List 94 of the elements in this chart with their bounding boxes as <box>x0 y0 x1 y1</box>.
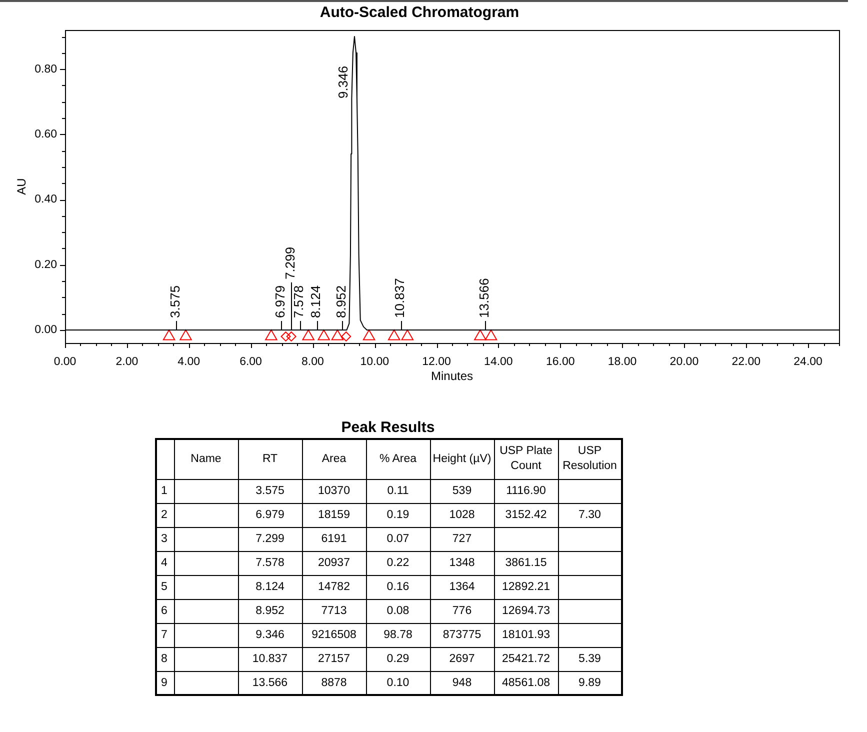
y-tick-label: 5 <box>156 575 174 599</box>
annotation: 10.837 <box>392 278 408 318</box>
y-tick-label: 6 <box>156 599 174 623</box>
y-tick-label: 0.60 <box>34 128 57 141</box>
data-label: 48561.08 <box>494 671 558 695</box>
data-label: 0.07 <box>366 527 430 551</box>
data-label: 3152.42 <box>494 503 558 527</box>
data-label: 6.979 <box>238 503 302 527</box>
y-axis-title: AU <box>14 178 29 195</box>
data-label: 7713 <box>302 599 366 623</box>
annotation: 3.575 <box>167 285 182 318</box>
annotation: 7.578 <box>291 285 306 318</box>
data-label: 0.10 <box>366 671 430 695</box>
data-label: 1116.90 <box>494 479 558 503</box>
data-label: 6191 <box>302 527 366 551</box>
chart-title: Peak Results <box>340 418 436 438</box>
x-tick-label: Name <box>174 439 238 479</box>
data-label: 0.29 <box>366 647 430 671</box>
data-label: 9216508 <box>302 623 366 647</box>
y-tick-label: 7 <box>156 623 174 647</box>
x-tick-label: RT <box>238 439 302 479</box>
data-label: 3.575 <box>238 479 302 503</box>
annotation: 8.952 <box>334 285 349 318</box>
y-tick-label: 4 <box>156 551 174 575</box>
x-tick-label: 18.00 <box>608 356 637 368</box>
data-label: 873775 <box>430 623 494 647</box>
y-tick-label: 0.00 <box>34 324 57 336</box>
y-tick-label: 0.80 <box>34 63 57 76</box>
data-label: 13.566 <box>238 671 302 695</box>
x-tick-label: 10.00 <box>360 356 389 368</box>
x-tick-label: 16.00 <box>546 356 575 368</box>
x-tick-label: Area <box>302 439 366 479</box>
x-tick-label: 14.00 <box>484 356 513 368</box>
x-axis-title: Minutes <box>430 369 474 384</box>
annotation: 6.979 <box>272 285 288 318</box>
data-label: 9.89 <box>558 671 622 695</box>
data-label: 0.08 <box>366 599 430 623</box>
annotation: 7.299 <box>282 246 298 280</box>
x-tick-label: USP Resolution <box>558 439 622 479</box>
data-label: 12694.73 <box>494 599 558 623</box>
annotation: 9.346 <box>335 66 350 98</box>
data-label: 727 <box>430 527 494 551</box>
x-tick-label: 4.00 <box>178 356 200 368</box>
data-label: 1348 <box>430 551 494 575</box>
data-label: 9.346 <box>238 623 302 647</box>
y-tick-label: 3 <box>156 527 174 551</box>
data-label: 8878 <box>302 671 366 695</box>
x-tick-label: 0.00 <box>54 356 76 368</box>
data-label: 2697 <box>430 647 494 671</box>
x-tick-label: % Area <box>366 439 430 479</box>
data-label: 18159 <box>302 503 366 527</box>
data-label: 3861.15 <box>494 551 558 575</box>
data-label: 539 <box>430 479 494 503</box>
data-label: 98.78 <box>366 623 430 647</box>
x-tick-label: 24.00 <box>794 356 822 368</box>
data-label: 1028 <box>430 503 494 527</box>
data-label: 5.39 <box>558 647 622 671</box>
annotation: 13.566 <box>476 278 492 318</box>
data-label: 8.952 <box>238 599 302 623</box>
data-label: 0.19 <box>366 503 430 527</box>
data-label: 14782 <box>302 575 366 599</box>
data-label: 1364 <box>430 575 494 599</box>
x-tick-label: 22.00 <box>732 356 761 368</box>
data-label: 12892.21 <box>494 575 558 599</box>
y-tick-label: 0.20 <box>34 258 57 271</box>
y-tick-label: 8 <box>156 647 174 671</box>
y-tick-label: 1 <box>156 479 174 503</box>
data-label: 8.124 <box>238 575 302 599</box>
data-label: 0.16 <box>366 575 430 599</box>
x-tick-label: 6.00 <box>240 356 262 368</box>
data-label: 18101.93 <box>494 623 558 647</box>
x-tick-label: 20.00 <box>670 356 699 368</box>
chart-title: Auto-Scaled Chromatogram <box>320 4 520 22</box>
data-label: 948 <box>430 671 494 695</box>
annotation: 8.124 <box>308 285 324 318</box>
data-label: 10370 <box>302 479 366 503</box>
data-label: 7.30 <box>558 503 622 527</box>
data-label: 27157 <box>302 647 366 671</box>
x-tick-label: USP Plate Count <box>494 439 558 479</box>
data-label: 20937 <box>302 551 366 575</box>
data-label: 0.22 <box>366 551 430 575</box>
data-label: 7.299 <box>238 527 302 551</box>
data-label: 25421.72 <box>494 647 558 671</box>
data-label: 0.11 <box>366 479 430 503</box>
x-tick-label: 2.00 <box>116 356 138 368</box>
y-tick-label: 0.40 <box>34 194 57 206</box>
x-tick-label: 8.00 <box>301 356 324 368</box>
data-label: 10.837 <box>238 647 302 671</box>
x-tick-label: Height (µV) <box>430 439 494 479</box>
data-label: 7.578 <box>238 551 302 575</box>
x-tick-label: 12.00 <box>422 356 451 368</box>
y-tick-label: 9 <box>156 671 174 695</box>
data-label: 776 <box>430 599 494 623</box>
y-tick-label: 2 <box>156 503 174 527</box>
